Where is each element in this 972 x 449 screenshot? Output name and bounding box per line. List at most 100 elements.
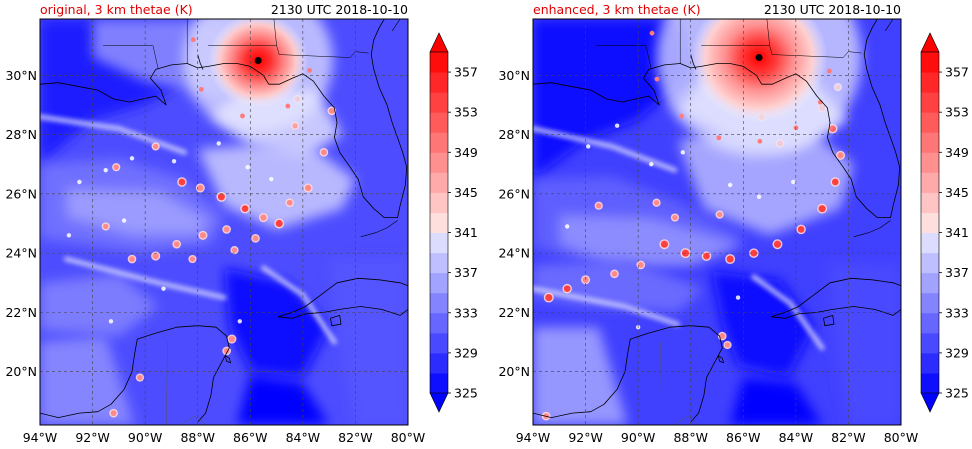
latitude-tick-label: 20°N [498,364,530,379]
latitude-tick-label: 22°N [498,305,530,320]
thetae-speck-red [275,219,283,228]
colorbar-segment [430,92,448,113]
latitude-tick-label: 28°N [5,127,37,142]
thetae-speck-white [108,319,114,324]
colorbar-segment [430,72,448,93]
colorbar-extend-min [429,392,449,413]
thetae-speck-white [614,123,620,128]
storm-warm-core [690,19,828,123]
coastlines [40,19,408,425]
colorbar-segment [430,372,448,394]
longitude-tick-label: 84°W [286,430,321,445]
storm-eye-marker [755,54,763,62]
thetae-speck-red [750,249,758,257]
colorbar-tick-label: 325 [945,386,969,401]
colorbar-frame [429,51,449,394]
thetae-speck-red [292,122,298,129]
colorbar-tick-label: 333 [454,305,478,320]
coastline [853,220,891,238]
thetae-filament [751,274,825,351]
thetae-band [329,259,408,425]
thetae-speck-red [703,252,710,260]
rainband-cell [240,113,245,119]
colorbar-segment [921,312,939,334]
colorbar-segment [921,112,939,133]
colorbar-tick-label: 333 [945,305,969,320]
coastline [533,325,723,423]
colorbar-tick-label: 337 [945,265,969,280]
colorbar-tick-label: 353 [454,105,478,120]
colorbar-tick-label: 341 [454,225,478,240]
thetae-band [533,327,628,425]
latitude-tick-label: 24°N [5,246,37,261]
colorbar-segment [921,292,939,314]
longitude-tick-label: 80°W [884,430,919,445]
longitude-tick-label: 94°W [23,430,58,445]
thetae-speck-white [103,167,108,173]
map-frame [532,18,902,426]
colorbar-tick-label: 349 [454,145,478,160]
thetae-speck-white [121,218,127,223]
coastline [40,19,408,218]
longitude-tick-label: 82°W [831,430,866,445]
coastline [330,315,342,327]
coastline [717,355,724,364]
coastline [690,54,697,70]
colorbar-segment [921,212,939,234]
thetae-band [40,273,159,337]
panel-title-left: enhanced, 3 km thetae (K) [533,2,701,17]
longitude-tick-label: 86°W [233,430,268,445]
storm-eye-marker [254,56,262,64]
country-border [166,341,168,425]
thetae-speck-red [113,164,119,170]
colorbar-segment [430,292,448,314]
longitude-tick-label: 88°W [673,430,708,445]
thetae-field [533,19,901,425]
thetae-speck-red [653,200,660,206]
rainband-cell [190,37,196,43]
thetae-speck-white [161,286,166,291]
colorbar-segment [921,352,939,374]
thetae-speck-red [611,270,618,277]
thetae-speck-white [77,179,82,185]
thetae-speck-red [837,152,844,159]
thetae-speck-red [320,149,327,156]
thetae-speck-white [564,224,570,229]
colorbar-tick-label: 357 [454,65,478,80]
state-border [769,45,862,58]
latitude-axis: 20°N 22°N 24°N 26°N 28°N 30°N [498,68,530,379]
colorbar-segment [430,232,448,254]
latitude-tick-label: 20°N [5,364,37,379]
colorbar-segment [430,192,448,213]
thetae-speck-white [129,156,135,161]
thetae-filament [260,265,337,345]
map-panel-enhanced: enhanced, 3 km thetae (K) 2130 UTC 2018-… [498,2,919,445]
latitude-tick-label: 30°N [498,68,530,83]
colorbar-segment [430,132,448,153]
map-panel-original: original, 3 km thetae (K) 2130 UTC 2018-… [5,2,425,445]
longitude-tick-label: 88°W [180,430,215,445]
colorbar-tick-label: 341 [945,225,969,240]
thetae-speck-red [199,232,207,239]
thetae-speck-red [252,235,259,242]
longitude-tick-label: 86°W [726,430,761,445]
coastline [770,277,901,319]
colorbar-segment [430,252,448,274]
thetae-speck-red [304,184,312,192]
thetae-filament [40,114,188,155]
rainband-cell [757,138,763,144]
colorbar-segment [430,312,448,334]
colorbar-segment [921,272,939,294]
thetae-speck-red [719,333,726,340]
coastline [224,355,231,364]
colorbar-extend-min [920,392,940,413]
thetae-speck-white [791,179,796,185]
gridlines [533,19,901,425]
thetae-speck-red [563,285,571,293]
longitude-tick-label: 92°W [568,430,603,445]
colorbar-segment [921,232,939,254]
colorbar-enhanced: 325 329 333 337 341 345 349 353 357 [920,32,969,413]
colorbar-tick-label: 345 [945,185,969,200]
thetae-speck-red [726,255,734,263]
colorbar-segment [430,352,448,374]
